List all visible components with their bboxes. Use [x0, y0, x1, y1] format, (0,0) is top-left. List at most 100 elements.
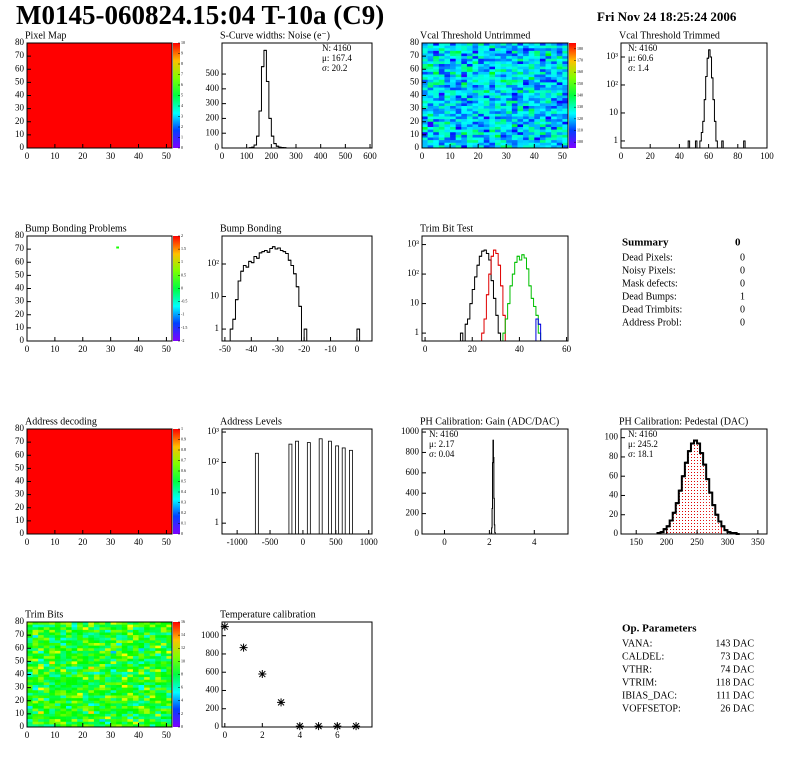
texture-cell [545, 127, 552, 130]
texture-cell [506, 92, 513, 96]
texture-cell [506, 79, 513, 83]
y-tick-label: 20 [15, 309, 25, 319]
texture-cell [500, 74, 507, 78]
texture-cell [60, 671, 67, 675]
texture-cell [472, 140, 479, 144]
texture-cell [60, 645, 67, 649]
texture-cell [528, 61, 535, 65]
texture-cell [455, 137, 462, 141]
texture-cell [43, 664, 50, 667]
texture-cell [27, 645, 33, 649]
texture-cell [160, 692, 167, 696]
texture-cell [478, 98, 485, 102]
texture-cell [500, 127, 507, 130]
texture-cell [127, 690, 134, 694]
texture-cell [472, 64, 479, 67]
texture-cell [534, 61, 541, 65]
texture-cell [438, 140, 445, 144]
texture-cell [444, 98, 451, 102]
y-tick-label: 600 [406, 467, 420, 477]
panel: Bump Bonding Problems-2-1.5-1-0.500.511.… [15, 223, 187, 354]
z-tick-label: -0.5 [181, 299, 187, 304]
texture-cell [43, 700, 50, 704]
texture-cell [455, 103, 462, 107]
texture-cell [54, 692, 61, 696]
texture-cell [43, 692, 50, 696]
texture-cell [517, 90, 524, 94]
texture-cell [444, 45, 451, 49]
texture-cell [54, 677, 61, 681]
texture-cell [32, 632, 39, 636]
texture-cell [155, 677, 162, 681]
x-tick-label: -50 [219, 344, 231, 354]
texture-cell [43, 622, 50, 625]
texture-cell [489, 69, 496, 73]
texture-cell [427, 95, 434, 99]
texture-cell [160, 656, 167, 660]
texture-cell [534, 113, 541, 117]
texture-cell [149, 698, 156, 702]
texture-cell [88, 656, 95, 660]
texture-cell [144, 690, 150, 694]
texture-cell [149, 666, 156, 670]
texture-cell [77, 661, 84, 665]
texture-cell [517, 134, 524, 138]
texture-cell [472, 48, 479, 52]
texture-cell [427, 71, 434, 75]
texture-cell [27, 650, 33, 654]
texture-cell [138, 674, 145, 678]
texture-cell [450, 121, 456, 125]
texture-cell [422, 127, 428, 130]
texture-cell [160, 629, 167, 633]
y-tick-label: 10 [410, 129, 420, 139]
texture-cell [93, 627, 100, 631]
x-tick-label: 6 [335, 730, 340, 740]
texture-cell [27, 677, 33, 681]
texture-cell [66, 674, 72, 678]
texture-cell [116, 711, 123, 715]
texture-cell [422, 113, 428, 117]
texture-cell [422, 48, 428, 52]
texture-cell [88, 721, 95, 725]
texture-cell [32, 685, 39, 688]
texture-cell [427, 113, 434, 117]
texture-cell [478, 145, 485, 149]
texture-cell [495, 127, 501, 130]
texture-cell [116, 648, 123, 652]
texture-cell [523, 137, 529, 141]
texture-cell [556, 140, 563, 144]
panel-title: Trim Bits [25, 609, 63, 620]
texture-cell [166, 643, 173, 646]
texture-cell [99, 640, 106, 644]
texture-cell [461, 71, 468, 75]
texture-cell [556, 90, 563, 94]
texture-cell [88, 716, 95, 720]
texture-cell [472, 92, 479, 96]
texture-cell [160, 632, 167, 636]
texture-cell [545, 85, 552, 88]
texture-cell [495, 119, 501, 123]
texture-cell [461, 119, 468, 123]
texture-cell [160, 700, 167, 704]
texture-cell [155, 661, 162, 665]
texture-cell [517, 140, 524, 144]
texture-cell [121, 658, 128, 662]
texture-cell [149, 645, 156, 649]
texture-cell [99, 690, 106, 694]
texture-cell [450, 100, 456, 104]
texture-cell [539, 127, 546, 130]
texture-cell [99, 635, 106, 639]
texture-cell [483, 53, 490, 57]
texture-cell [132, 716, 139, 720]
texture-cell [472, 142, 479, 146]
texture-cell [511, 127, 518, 130]
texture-cell [144, 719, 150, 723]
texture-cell [539, 132, 546, 136]
texture-cell [88, 711, 95, 715]
texture-cell [71, 703, 78, 707]
texture-cell [427, 116, 434, 120]
texture-cell [105, 632, 111, 636]
texture-cell [472, 95, 479, 99]
